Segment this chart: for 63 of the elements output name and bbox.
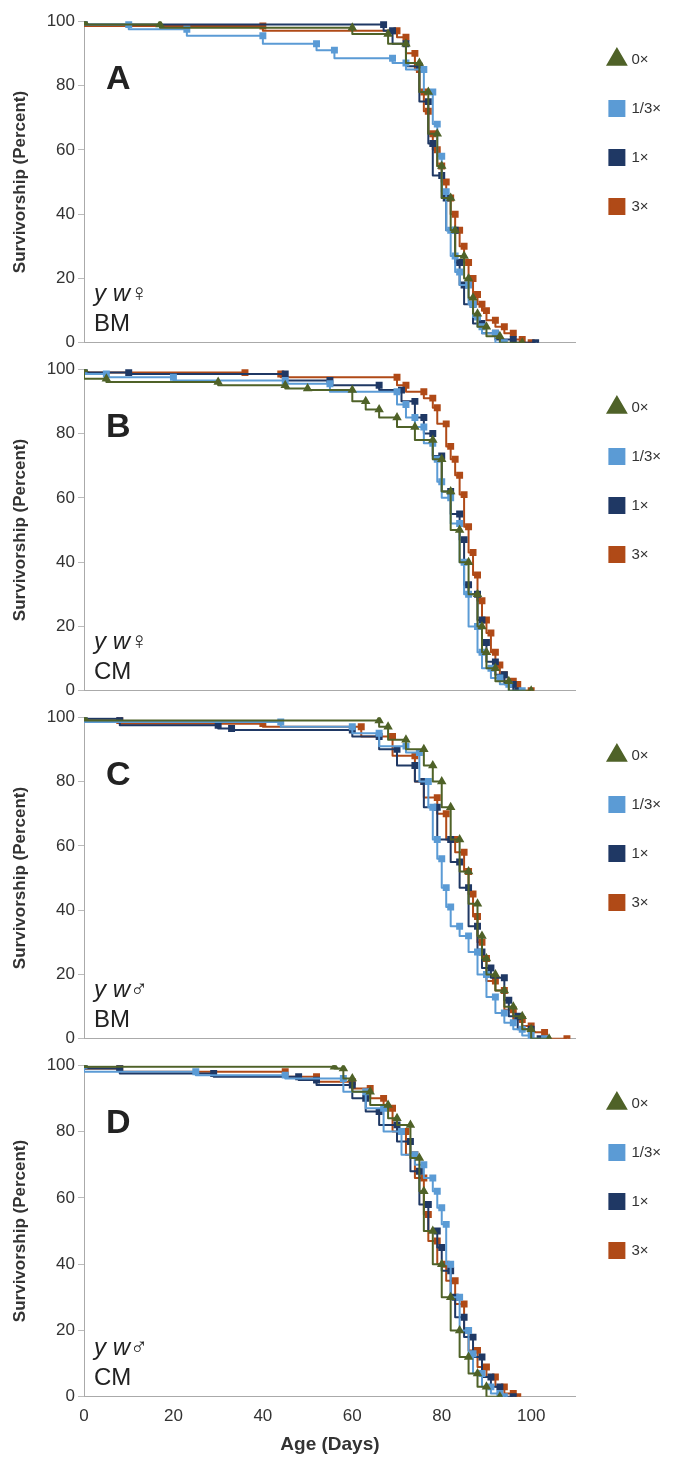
legend-label: 0× (631, 397, 649, 415)
y-tick-label: 40 (56, 203, 75, 223)
legend-label: 3× (631, 1240, 649, 1258)
legend-label: 3× (631, 196, 649, 214)
legend-label: 1/3× (631, 98, 662, 116)
y-tick-label: 60 (56, 487, 75, 507)
legend-label: 1× (631, 147, 649, 165)
x-tick-label: 20 (163, 1405, 183, 1425)
y-tick-label: 0 (65, 332, 75, 352)
legend-label: 1/3× (631, 446, 662, 464)
y-tick-label: 40 (56, 1253, 75, 1273)
annotation: B (106, 406, 131, 445)
y-tick-label: 80 (56, 1121, 75, 1141)
y-tick-label: 80 (56, 771, 75, 791)
annotation: y w♀ (92, 278, 148, 306)
y-tick-label: 20 (56, 268, 75, 288)
annotation: CM (94, 1362, 132, 1390)
y-tick-label: 20 (56, 616, 75, 636)
y-tick-label: 80 (56, 75, 75, 95)
x-axis-title: Age (Days) (280, 1432, 380, 1454)
y-tick-label: 20 (56, 1320, 75, 1340)
y-tick-label: 100 (46, 358, 75, 378)
legend-label: 1/3× (631, 1142, 662, 1160)
y-tick-label: 40 (56, 899, 75, 919)
legend-label: 0× (631, 1093, 649, 1111)
y-tick-label: 0 (65, 1028, 75, 1048)
legend-label: 1× (631, 495, 649, 513)
annotation: y w♀ (92, 626, 148, 654)
y-tick-label: 100 (46, 10, 75, 30)
legend-label: 1× (631, 1191, 649, 1209)
legend-label: 0× (631, 745, 649, 763)
annotation: D (106, 1102, 131, 1141)
y-tick-label: 100 (46, 1054, 75, 1074)
x-tick-label: 60 (342, 1405, 362, 1425)
legend-label: 0× (631, 49, 649, 67)
legend-label: 3× (631, 544, 649, 562)
annotation: C (106, 754, 131, 793)
y-tick-label: 20 (56, 964, 75, 984)
annotation: BM (94, 308, 130, 336)
annotation: BM (94, 1004, 130, 1032)
annotation: y w♂ (92, 1332, 148, 1360)
y-tick-label: 100 (46, 706, 75, 726)
y-tick-label: 60 (56, 1187, 75, 1207)
annotation: A (106, 58, 131, 97)
y-tick-label: 60 (56, 139, 75, 159)
y-axis-title: Survivorship (Percent) (9, 438, 29, 622)
y-axis-title: Survivorship (Percent) (9, 90, 29, 274)
y-tick-label: 0 (65, 680, 75, 700)
y-axis-title: Survivorship (Percent) (9, 1139, 29, 1323)
y-axis-title: Survivorship (Percent) (9, 786, 29, 970)
legend-label: 3× (631, 892, 649, 910)
y-tick-label: 80 (56, 423, 75, 443)
x-tick-label: 40 (253, 1405, 273, 1425)
annotation: CM (94, 656, 132, 684)
legend-label: 1× (631, 843, 649, 861)
x-tick-label: 80 (432, 1405, 452, 1425)
annotation: y w♂ (92, 974, 148, 1002)
x-tick-label: 100 (516, 1405, 546, 1425)
y-tick-label: 60 (56, 835, 75, 855)
x-tick-label: 0 (79, 1405, 89, 1425)
y-tick-label: 40 (56, 551, 75, 571)
legend-label: 1/3× (631, 794, 662, 812)
y-tick-label: 0 (65, 1386, 75, 1406)
